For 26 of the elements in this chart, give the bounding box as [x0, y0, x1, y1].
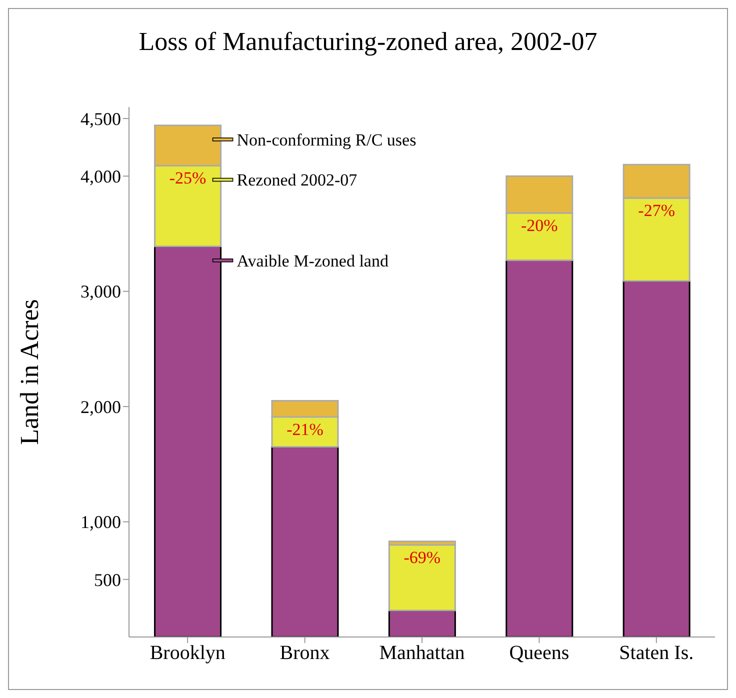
y-tick-label: 2,000 — [80, 396, 121, 417]
annotation: -27% — [638, 200, 675, 220]
bar — [271, 446, 339, 637]
legend-label: Rezoned 2002-07 — [236, 170, 358, 190]
y-tick-label: 500 — [94, 570, 121, 590]
x-tick-label: Staten Is. — [619, 642, 694, 664]
y-tick-label: 1,000 — [80, 512, 121, 532]
bar — [388, 610, 456, 637]
x-tick-label: Brooklyn — [150, 642, 226, 664]
y-tick-label: 4,000 — [80, 166, 121, 187]
annotation: -25% — [169, 168, 206, 188]
legend-label: Non-conforming R/C uses — [236, 130, 416, 150]
x-tick-label: Manhattan — [379, 642, 465, 664]
x-tick-label: Queens — [509, 642, 570, 664]
bar — [622, 280, 690, 637]
chart-title: Loss of Manufacturing-zoned area, 2002-07 — [138, 26, 598, 58]
y-tick-label: 3,000 — [80, 282, 121, 302]
bar — [506, 259, 574, 637]
legend-label: Avaible M-zoned land — [236, 251, 389, 270]
y-tick-label: 4,500 — [80, 108, 121, 129]
annotation: -69% — [404, 548, 441, 567]
x-tick-label: Bronx — [280, 642, 330, 664]
annotation: -21% — [286, 420, 324, 439]
y-axis-title: Land in Acres — [15, 299, 44, 445]
annotation: -20% — [520, 216, 558, 235]
bar — [388, 544, 456, 612]
